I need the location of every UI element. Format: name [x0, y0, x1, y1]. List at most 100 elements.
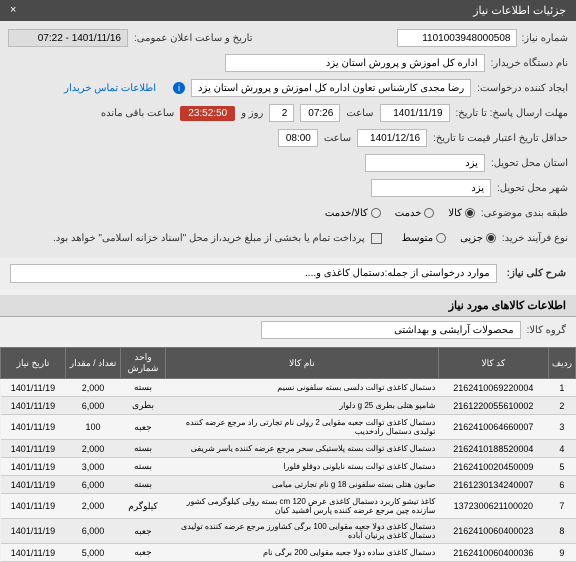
- buytype-label: نوع فرآیند خرید:: [502, 233, 568, 244]
- category-label: طبقه بندی موضوعی:: [481, 208, 568, 219]
- table-cell: 1401/11/19: [1, 379, 66, 397]
- table-cell: 1401/11/19: [1, 415, 66, 440]
- th-index: ردیف: [548, 348, 575, 379]
- table-cell: 5: [548, 458, 575, 476]
- table-cell: 2,000: [66, 494, 121, 519]
- table-cell: 3,000: [66, 458, 121, 476]
- table-cell: 1401/11/19: [1, 544, 66, 562]
- city-value: یزد: [371, 179, 491, 197]
- table-cell: 6,000: [66, 397, 121, 415]
- th-date: تاریخ نیاز: [1, 348, 66, 379]
- table-cell: بسته: [121, 476, 166, 494]
- table-cell: 1401/11/19: [1, 440, 66, 458]
- buytype-radios: جزیی متوسط: [402, 233, 496, 244]
- radio-kala[interactable]: [465, 208, 475, 218]
- radio-both[interactable]: [371, 208, 381, 218]
- valid-date: 1401/12/16: [357, 129, 427, 147]
- radio-medium[interactable]: [436, 233, 446, 243]
- th-code: کد کالا: [438, 348, 548, 379]
- city-label: شهر محل تحویل:: [497, 183, 568, 194]
- contact-link[interactable]: اطلاعات تماس خریدار: [64, 83, 156, 94]
- table-cell: جعبه: [121, 415, 166, 440]
- desc-label: شرح کلی نیاز:: [507, 268, 566, 279]
- table-row[interactable]: 82162410060400023دستمال کاغذی دولا جعبه …: [1, 519, 576, 544]
- table-cell: 6,000: [66, 519, 121, 544]
- time-label-1: ساعت: [346, 108, 373, 119]
- announce-label: تاریخ و ساعت اعلان عمومی:: [134, 33, 253, 44]
- items-table: ردیف کد کالا نام کالا واحد شمارش تعداد /…: [0, 347, 576, 562]
- payment-note: پرداخت تمام یا بخشی از مبلغ خرید،از محل …: [53, 233, 365, 244]
- table-cell: دستمال کاغذی دولا جعبه مقوایی 100 برگی ک…: [166, 519, 439, 544]
- info-icon[interactable]: i: [173, 82, 185, 94]
- creator-label: ایجاد کننده درخواست:: [477, 83, 568, 94]
- table-cell: 1: [548, 379, 575, 397]
- table-row[interactable]: 52162410020450009دستمال کاغذی توالت بسته…: [1, 458, 576, 476]
- desc-value: موارد درخواستی از جمله:دستمال کاغذی و...…: [10, 264, 497, 283]
- table-cell: 1372300621100020: [438, 494, 548, 519]
- req-no-value: 1101003948000508: [397, 29, 517, 47]
- valid-time: 08:00: [278, 129, 318, 147]
- remain-label: ساعت باقی مانده: [101, 108, 174, 119]
- table-cell: دستمال کاغذی توالت دلسی بسته سلفونی نسیم: [166, 379, 439, 397]
- th-unit: واحد شمارش: [121, 348, 166, 379]
- announce-value: 1401/11/16 - 07:22: [8, 29, 128, 47]
- table-cell: 3: [548, 415, 575, 440]
- table-cell: 2162410060400023: [438, 519, 548, 544]
- org-label: نام دستگاه خریدار:: [491, 58, 568, 69]
- valid-label: حداقل تاریخ اعتبار قیمت تا تاریخ:: [433, 133, 568, 144]
- org-value: اداره کل اموزش و پرورش استان یزد: [225, 54, 485, 72]
- table-cell: بسته: [121, 440, 166, 458]
- table-cell: 2161230134240007: [438, 476, 548, 494]
- time-label-2: ساعت: [324, 133, 351, 144]
- days-label: روز و: [241, 108, 263, 119]
- table-cell: بسته: [121, 379, 166, 397]
- table-cell: 6: [548, 476, 575, 494]
- table-cell: 2,000: [66, 379, 121, 397]
- table-cell: 1401/11/19: [1, 458, 66, 476]
- countdown-timer: 23:52:50: [180, 106, 235, 121]
- table-cell: 7: [548, 494, 575, 519]
- radio-minor-label: جزیی: [460, 233, 483, 244]
- table-cell: 1401/11/19: [1, 476, 66, 494]
- th-qty: تعداد / مقدار: [66, 348, 121, 379]
- table-row[interactable]: 32162410064660007دستمال کاغذی توالت جعبه…: [1, 415, 576, 440]
- table-row[interactable]: 12162410069220004دستمال کاغذی توالت دلسی…: [1, 379, 576, 397]
- page-title: جزئیات اطلاعات نیاز: [473, 4, 566, 17]
- table-cell: 8: [548, 519, 575, 544]
- table-cell: 2162410069220004: [438, 379, 548, 397]
- th-name: نام کالا: [166, 348, 439, 379]
- payment-checkbox[interactable]: [371, 233, 382, 244]
- table-cell: شامپو هتلی بطری 25 g دلوار: [166, 397, 439, 415]
- state-value: یزد: [365, 154, 485, 172]
- table-cell: 2162410060400036: [438, 544, 548, 562]
- close-icon[interactable]: ×: [10, 4, 16, 17]
- table-row[interactable]: 42162410188520004دستمال کاغذی توالت بسته…: [1, 440, 576, 458]
- radio-medium-label: متوسط: [402, 233, 433, 244]
- radio-minor[interactable]: [486, 233, 496, 243]
- table-cell: صابون هتلی بسته سلفونی 18 g نام تجارتی م…: [166, 476, 439, 494]
- table-row[interactable]: 92162410060400036دستمال کاغذی ساده دولا …: [1, 544, 576, 562]
- table-cell: کاغذ تیشو کاربرد دستمال کاغذی عرض 120 cm…: [166, 494, 439, 519]
- table-cell: بطری: [121, 397, 166, 415]
- table-cell: جعبه: [121, 544, 166, 562]
- table-cell: 2,000: [66, 440, 121, 458]
- table-cell: 4: [548, 440, 575, 458]
- radio-both-label: کالا/خدمت: [325, 208, 368, 219]
- table-cell: 2161220055610002: [438, 397, 548, 415]
- req-no-label: شماره نیاز:: [521, 33, 568, 44]
- table-cell: دستمال کاغذی توالت جعبه مقوایی 2 رولی نا…: [166, 415, 439, 440]
- items-table-wrap: ردیف کد کالا نام کالا واحد شمارش تعداد /…: [0, 347, 576, 562]
- table-cell: 2: [548, 397, 575, 415]
- items-section-title: اطلاعات کالاهای مورد نیاز: [0, 295, 576, 317]
- table-row[interactable]: 71372300621100020کاغذ تیشو کاربرد دستمال…: [1, 494, 576, 519]
- table-cell: جعبه: [121, 519, 166, 544]
- table-cell: 9: [548, 544, 575, 562]
- table-cell: 1401/11/19: [1, 397, 66, 415]
- creator-value: رضا مجدی کارشناس تعاون اداره کل اموزش و …: [191, 79, 471, 97]
- table-cell: 2162410064660007: [438, 415, 548, 440]
- deadline-label: مهلت ارسال پاسخ: تا تاریخ:: [456, 108, 568, 119]
- table-row[interactable]: 62161230134240007صابون هتلی بسته سلفونی …: [1, 476, 576, 494]
- table-row[interactable]: 22161220055610002شامپو هتلی بطری 25 g دل…: [1, 397, 576, 415]
- table-cell: 5,000: [66, 544, 121, 562]
- radio-khedmat[interactable]: [424, 208, 434, 218]
